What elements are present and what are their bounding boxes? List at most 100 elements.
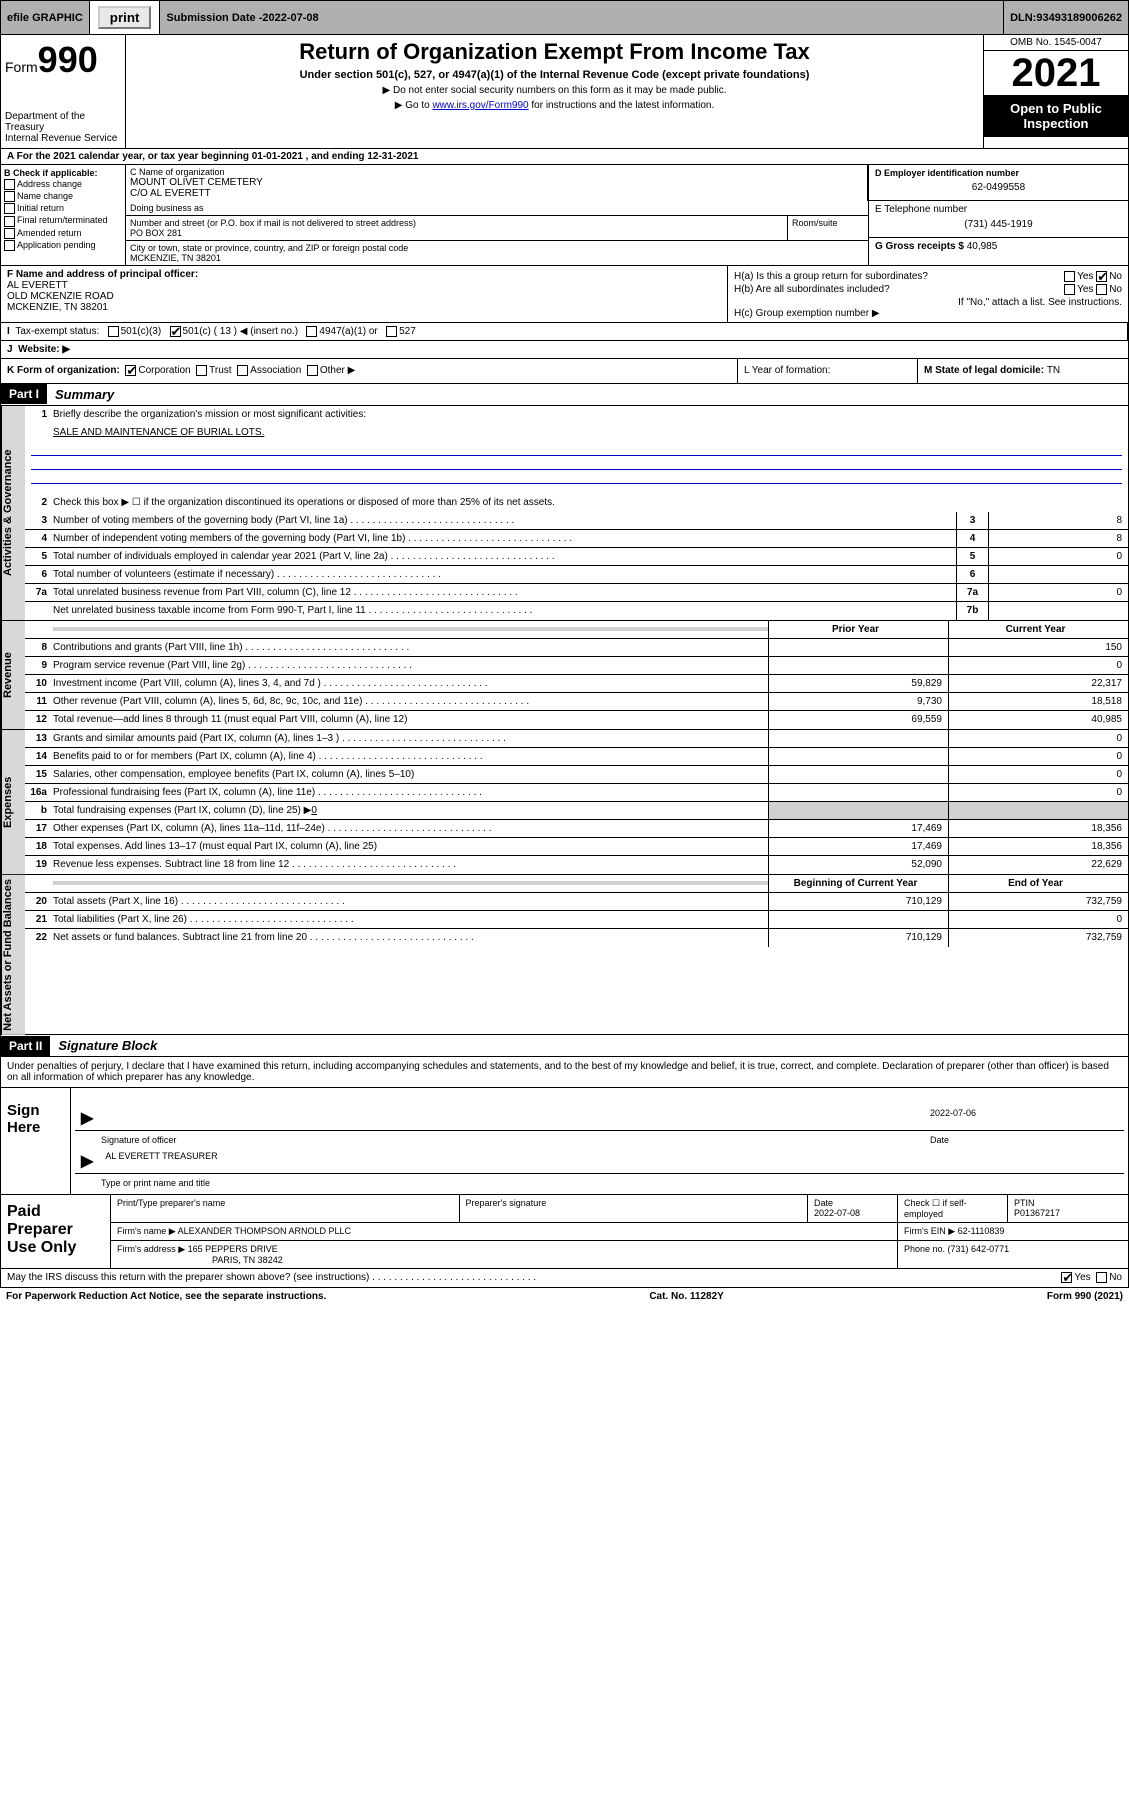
ein-block: D Employer identification number 62-0499…	[869, 165, 1128, 200]
line-10: Investment income (Part VIII, column (A)…	[53, 678, 321, 689]
tel-block: E Telephone number (731) 445-1919	[869, 200, 1128, 237]
form-title: Return of Organization Exempt From Incom…	[130, 39, 979, 65]
vtab-expenses: Expenses	[1, 730, 25, 874]
irs-label: Internal Revenue Service	[5, 133, 121, 144]
submission-date: Submission Date - 2022-07-08	[160, 1, 1004, 34]
val-5: 0	[988, 548, 1128, 565]
form-of-org: K Form of organization: Corporation Trus…	[1, 359, 738, 382]
dba-label: Doing business as	[126, 201, 868, 216]
line-12: Total revenue—add lines 8 through 11 (mu…	[53, 712, 768, 727]
note-ssn: ▶ Do not enter social security numbers o…	[130, 85, 979, 96]
row-i: I Tax-exempt status: 501(c)(3) 501(c) ( …	[0, 323, 1129, 341]
c13: 0	[948, 730, 1128, 747]
part-2-label: Part II	[1, 1036, 50, 1056]
paid-preparer-block: Paid Preparer Use Only Print/Type prepar…	[0, 1195, 1129, 1269]
discuss-row: May the IRS discuss this return with the…	[0, 1269, 1129, 1287]
cb-initial-return[interactable]: Initial return	[4, 203, 122, 214]
org-name-block: C Name of organization MOUNT OLIVET CEME…	[126, 165, 868, 201]
cb-amended-return[interactable]: Amended return	[4, 228, 122, 239]
cb-application-pending[interactable]: Application pending	[4, 240, 122, 251]
section-netassets: Net Assets or Fund Balances Beginning of…	[0, 875, 1129, 1036]
p13	[768, 730, 948, 747]
sign-here-label: Sign Here	[1, 1088, 71, 1194]
c15: 0	[948, 766, 1128, 783]
p14	[768, 748, 948, 765]
p12: 69,559	[768, 711, 948, 729]
top-bar: efile GRAPHIC print Submission Date - 20…	[0, 0, 1129, 35]
gross-label: G Gross receipts $	[875, 241, 967, 252]
c10: 22,317	[948, 675, 1128, 692]
col-f-officer: F Name and address of principal officer:…	[1, 266, 728, 322]
officer-addr2: MCKENZIE, TN 38201	[7, 302, 721, 313]
prep-ptin: PTINP01367217	[1008, 1195, 1128, 1222]
block-fh: F Name and address of principal officer:…	[0, 266, 1129, 323]
mission-blank-2	[31, 456, 1122, 470]
line-14: Benefits paid to or for members (Part IX…	[53, 751, 316, 762]
form-number: Form990	[5, 39, 121, 81]
tax-exempt-status: I Tax-exempt status: 501(c)(3) 501(c) ( …	[1, 323, 1128, 340]
vtab-governance: Activities & Governance	[1, 406, 25, 620]
addr-row: Number and street (or P.O. box if mail i…	[126, 216, 868, 240]
line-16b: Total fundraising expenses (Part IX, col…	[53, 803, 768, 818]
c8: 150	[948, 639, 1128, 656]
p17: 17,469	[768, 820, 948, 837]
instructions-link[interactable]: www.irs.gov/Form990	[432, 100, 528, 111]
val-3: 8	[988, 512, 1128, 529]
officer-name: AL EVERETT	[7, 280, 721, 291]
print-button[interactable]: print	[98, 6, 152, 29]
p22: 710,129	[768, 929, 948, 947]
open-to-public: Open to Public Inspection	[984, 95, 1128, 137]
p15	[768, 766, 948, 783]
col-h: H(a) Is this a group return for subordin…	[728, 266, 1128, 322]
dept-label: Department of the Treasury	[5, 111, 121, 133]
c11: 18,518	[948, 693, 1128, 710]
org-co: C/O AL EVERETT	[130, 188, 863, 199]
print-cell: print	[90, 1, 161, 34]
h-c: H(c) Group exemption number ▶	[734, 308, 1122, 319]
header-left: Form990 Department of the Treasury Inter…	[1, 35, 126, 148]
hdr-begin: Beginning of Current Year	[768, 875, 948, 892]
ein-value: 62-0499558	[875, 178, 1122, 197]
c21: 0	[948, 911, 1128, 928]
h-a: H(a) Is this a group return for subordin…	[734, 271, 1122, 282]
b-label: B Check if applicable:	[4, 168, 122, 178]
tel-value: (731) 445-1919	[875, 215, 1122, 234]
officer-name-value: AL EVERETT TREASURER	[99, 1149, 1124, 1173]
p10: 59,829	[768, 675, 948, 692]
officer-addr1: OLD MCKENZIE ROAD	[7, 291, 721, 302]
c12: 40,985	[948, 711, 1128, 729]
ein-label: D Employer identification number	[875, 168, 1122, 178]
org-name-label: C Name of organization	[130, 167, 863, 177]
cb-final-return[interactable]: Final return/terminated	[4, 215, 122, 226]
c17: 18,356	[948, 820, 1128, 837]
street-block: Number and street (or P.O. box if mail i…	[126, 216, 788, 240]
cb-name-change[interactable]: Name change	[4, 191, 122, 202]
city-block: City or town, state or province, country…	[126, 240, 868, 265]
p19: 52,090	[768, 856, 948, 874]
prep-self-emp: Check ☐ if self-employed	[898, 1195, 1008, 1222]
c14: 0	[948, 748, 1128, 765]
cb-address-change[interactable]: Address change	[4, 179, 122, 190]
val-6	[988, 566, 1128, 583]
line-22: Net assets or fund balances. Subtract li…	[53, 932, 307, 943]
prep-sig-label: Preparer's signature	[460, 1195, 809, 1222]
arrow-icon: ▶	[75, 1106, 99, 1130]
part-1-label: Part I	[1, 384, 47, 404]
p16a	[768, 784, 948, 801]
section-revenue: Revenue Prior YearCurrent Year 8Contribu…	[0, 621, 1129, 730]
val-4: 8	[988, 530, 1128, 547]
footer-row: For Paperwork Reduction Act Notice, see …	[0, 1288, 1129, 1305]
line-18: Total expenses. Add lines 13–17 (must eq…	[53, 839, 768, 854]
p21	[768, 911, 948, 928]
form-subtitle: Under section 501(c), 527, or 4947(a)(1)…	[130, 69, 979, 81]
line-21: Total liabilities (Part X, line 26)	[53, 914, 187, 925]
c19: 22,629	[948, 856, 1128, 874]
form-ref: Form 990 (2021)	[1047, 1291, 1123, 1302]
f-label: F Name and address of principal officer:	[7, 269, 721, 280]
omb-number: OMB No. 1545-0047	[984, 35, 1128, 51]
mission-blank-1	[31, 442, 1122, 456]
part-1-bar: Part I Summary	[0, 384, 1129, 406]
vtab-netassets: Net Assets or Fund Balances	[1, 875, 25, 1035]
tax-year: 2021	[984, 51, 1128, 95]
note-link: ▶ Go to www.irs.gov/Form990 for instruct…	[130, 100, 979, 111]
